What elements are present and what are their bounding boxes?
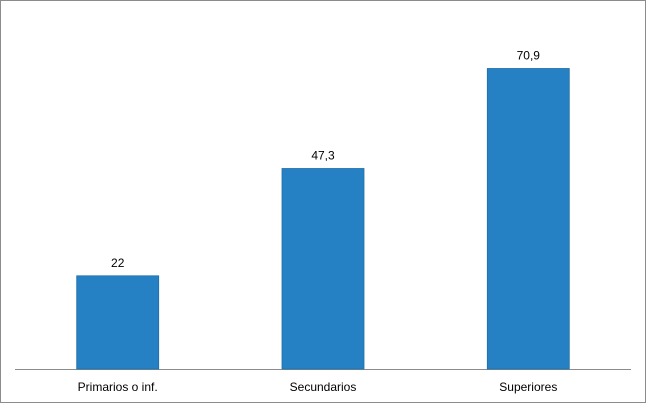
- data-labels-group: 22 47,3 70,9: [111, 49, 540, 270]
- bar-1: [281, 168, 365, 370]
- bars-group: [76, 68, 570, 370]
- data-label-1: 47,3: [311, 149, 335, 163]
- x-tick-label-2: Superiores: [499, 380, 557, 394]
- x-tick-labels-group: Primarios o inf. Secundarios Superiores: [78, 380, 558, 394]
- data-label-0: 22: [111, 256, 125, 270]
- bar-2: [486, 68, 570, 370]
- data-label-2: 70,9: [517, 49, 541, 63]
- bar-0: [76, 275, 160, 370]
- x-tick-label-1: Secundarios: [290, 380, 357, 394]
- x-tick-label-0: Primarios o inf.: [78, 380, 158, 394]
